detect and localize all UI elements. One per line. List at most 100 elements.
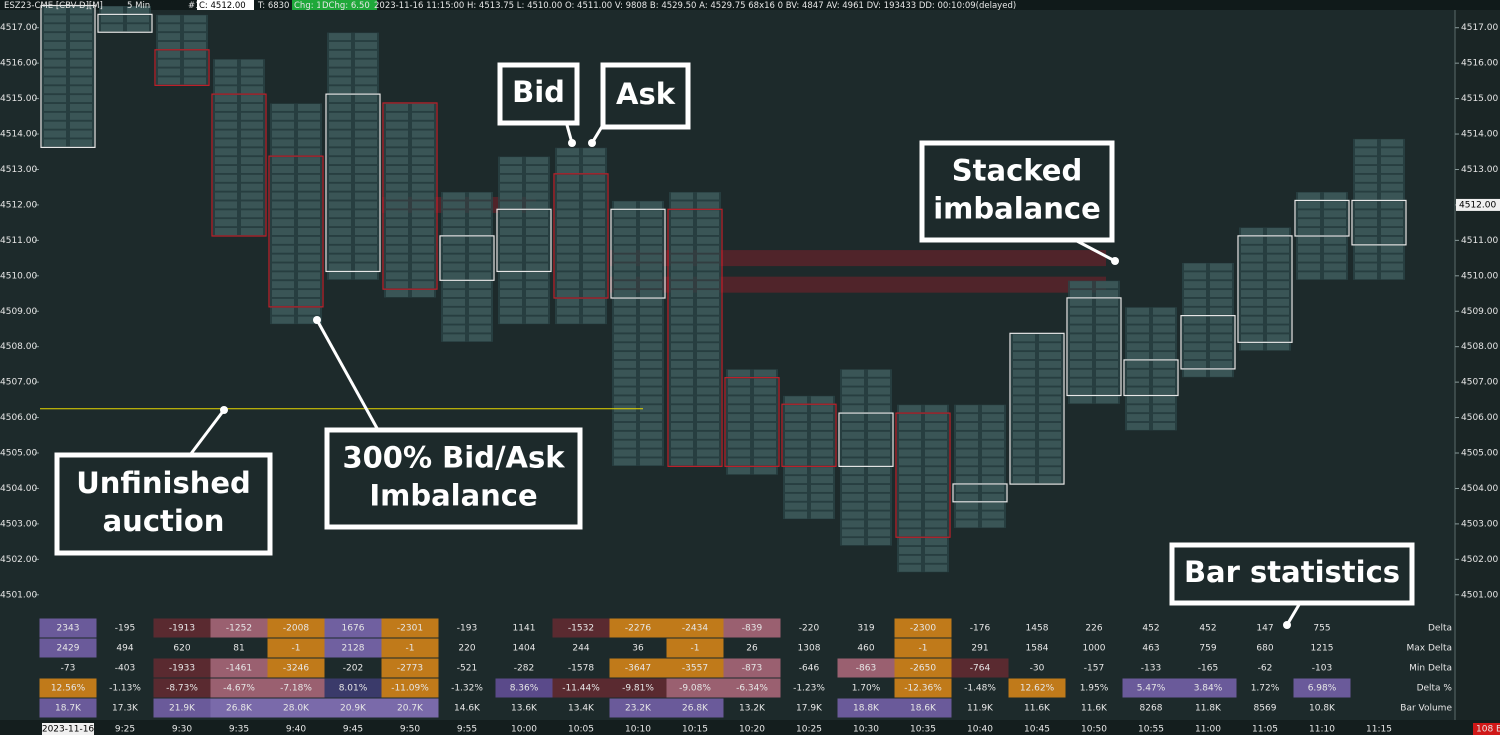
footprint-cell xyxy=(386,192,408,200)
stat-value: 1141 xyxy=(513,624,536,634)
footprint-cell xyxy=(1013,369,1035,377)
footprint-cell xyxy=(925,422,947,430)
footprint-cell xyxy=(215,68,237,76)
stat-value: 11.9K xyxy=(967,704,994,714)
footprint-cell xyxy=(614,352,636,360)
footprint-cell xyxy=(526,219,548,227)
footprint-cell xyxy=(728,431,750,439)
footprint-cell xyxy=(500,263,522,271)
footprint-cell xyxy=(614,334,636,342)
footprint-cell xyxy=(241,130,263,138)
footprint-cell xyxy=(355,148,377,156)
footprint-cell xyxy=(44,33,66,41)
footprint-cell xyxy=(956,431,978,439)
open-close-box xyxy=(1180,315,1236,370)
footprint-cell xyxy=(184,33,206,41)
annotation-text: Stacked xyxy=(952,154,1082,188)
footprint-cell xyxy=(298,139,320,147)
stat-value: -1 xyxy=(691,644,700,654)
footprint-cell xyxy=(1241,343,1263,351)
footprint-cell xyxy=(811,440,833,448)
footprint-cell xyxy=(386,219,408,227)
stat-value: -282 xyxy=(514,664,534,674)
footprint-cell xyxy=(697,431,719,439)
footprint-cell xyxy=(583,263,605,271)
footprint-cell xyxy=(899,493,921,501)
footprint-cell xyxy=(697,219,719,227)
footprint-cell xyxy=(1267,334,1289,342)
footprint-cell xyxy=(557,148,579,156)
stat-value: 1.95% xyxy=(1080,684,1109,694)
footprint-cell xyxy=(44,130,66,138)
footprint-cell xyxy=(329,112,351,120)
footprint-cell xyxy=(982,484,1004,492)
stat-value: 21.9K xyxy=(169,704,196,714)
footprint-cell xyxy=(1267,316,1289,324)
footprint-cell xyxy=(241,77,263,85)
footprint-cell xyxy=(754,369,776,377)
footprint-cell xyxy=(925,467,947,475)
x-tick-label: 11:00 xyxy=(1195,725,1221,735)
footprint-cell xyxy=(899,555,921,563)
y-tick-label: 4503.00 xyxy=(0,519,37,529)
x-tick-label: 10:30 xyxy=(853,725,879,735)
footprint-cell xyxy=(70,6,92,14)
footprint-cell xyxy=(1210,316,1232,324)
open-close-box xyxy=(268,155,324,308)
footprint-cell xyxy=(1039,467,1061,475)
stat-value: -403 xyxy=(115,664,135,674)
footprint-cell xyxy=(44,24,66,32)
footprint-cell xyxy=(640,281,662,289)
footprint-cell xyxy=(386,272,408,280)
footprint-cell xyxy=(583,281,605,289)
footprint-cell xyxy=(697,405,719,413)
footprint-cell xyxy=(868,458,890,466)
callout-dot xyxy=(1111,257,1119,265)
footprint-cell xyxy=(272,245,294,253)
footprint-cell xyxy=(241,148,263,156)
footprint-cell xyxy=(614,378,636,386)
footprint-cell xyxy=(614,263,636,271)
footprint-cell xyxy=(583,307,605,315)
footprint-cell xyxy=(697,210,719,218)
footprint-cell xyxy=(329,157,351,165)
footprint-cell xyxy=(355,157,377,165)
footprint-cell xyxy=(754,467,776,475)
footprint-cell xyxy=(158,41,180,49)
footprint-cell xyxy=(697,343,719,351)
footprint-cell xyxy=(614,449,636,457)
footprint-cell xyxy=(785,396,807,404)
footprint-cell xyxy=(386,174,408,182)
footprint-cell xyxy=(671,228,693,236)
stat-value: 2343 xyxy=(57,624,80,634)
stat-value: -7.18% xyxy=(280,684,312,694)
open-close-box xyxy=(895,412,951,538)
footprint-cell xyxy=(241,121,263,129)
footprint-cell xyxy=(526,157,548,165)
footprint-range xyxy=(726,369,778,475)
footprint-cell xyxy=(412,174,434,182)
footprint-cell xyxy=(640,290,662,298)
open-close-box xyxy=(781,403,837,467)
footprint-cell xyxy=(754,396,776,404)
footprint-cell xyxy=(671,219,693,227)
footprint-cell xyxy=(184,59,206,67)
footprint-cell xyxy=(1381,219,1403,227)
footprint-cell xyxy=(842,502,864,510)
footprint-cell xyxy=(982,476,1004,484)
stat-value: 14.6K xyxy=(454,704,481,714)
stat-value: -646 xyxy=(799,664,820,674)
footprint-cell xyxy=(868,440,890,448)
footprint-cell xyxy=(272,272,294,280)
footprint-cell xyxy=(443,210,465,218)
stat-cell-bg xyxy=(609,618,667,638)
footprint-cell xyxy=(557,316,579,324)
footprint-cell xyxy=(697,449,719,457)
stat-value: -1 xyxy=(292,644,301,654)
footprint-cell xyxy=(412,245,434,253)
annotation-text: 300% Bid/Ask xyxy=(342,441,565,475)
footprint-cell xyxy=(899,484,921,492)
stat-value: 26.8K xyxy=(682,704,709,714)
footprint-cell xyxy=(329,148,351,156)
